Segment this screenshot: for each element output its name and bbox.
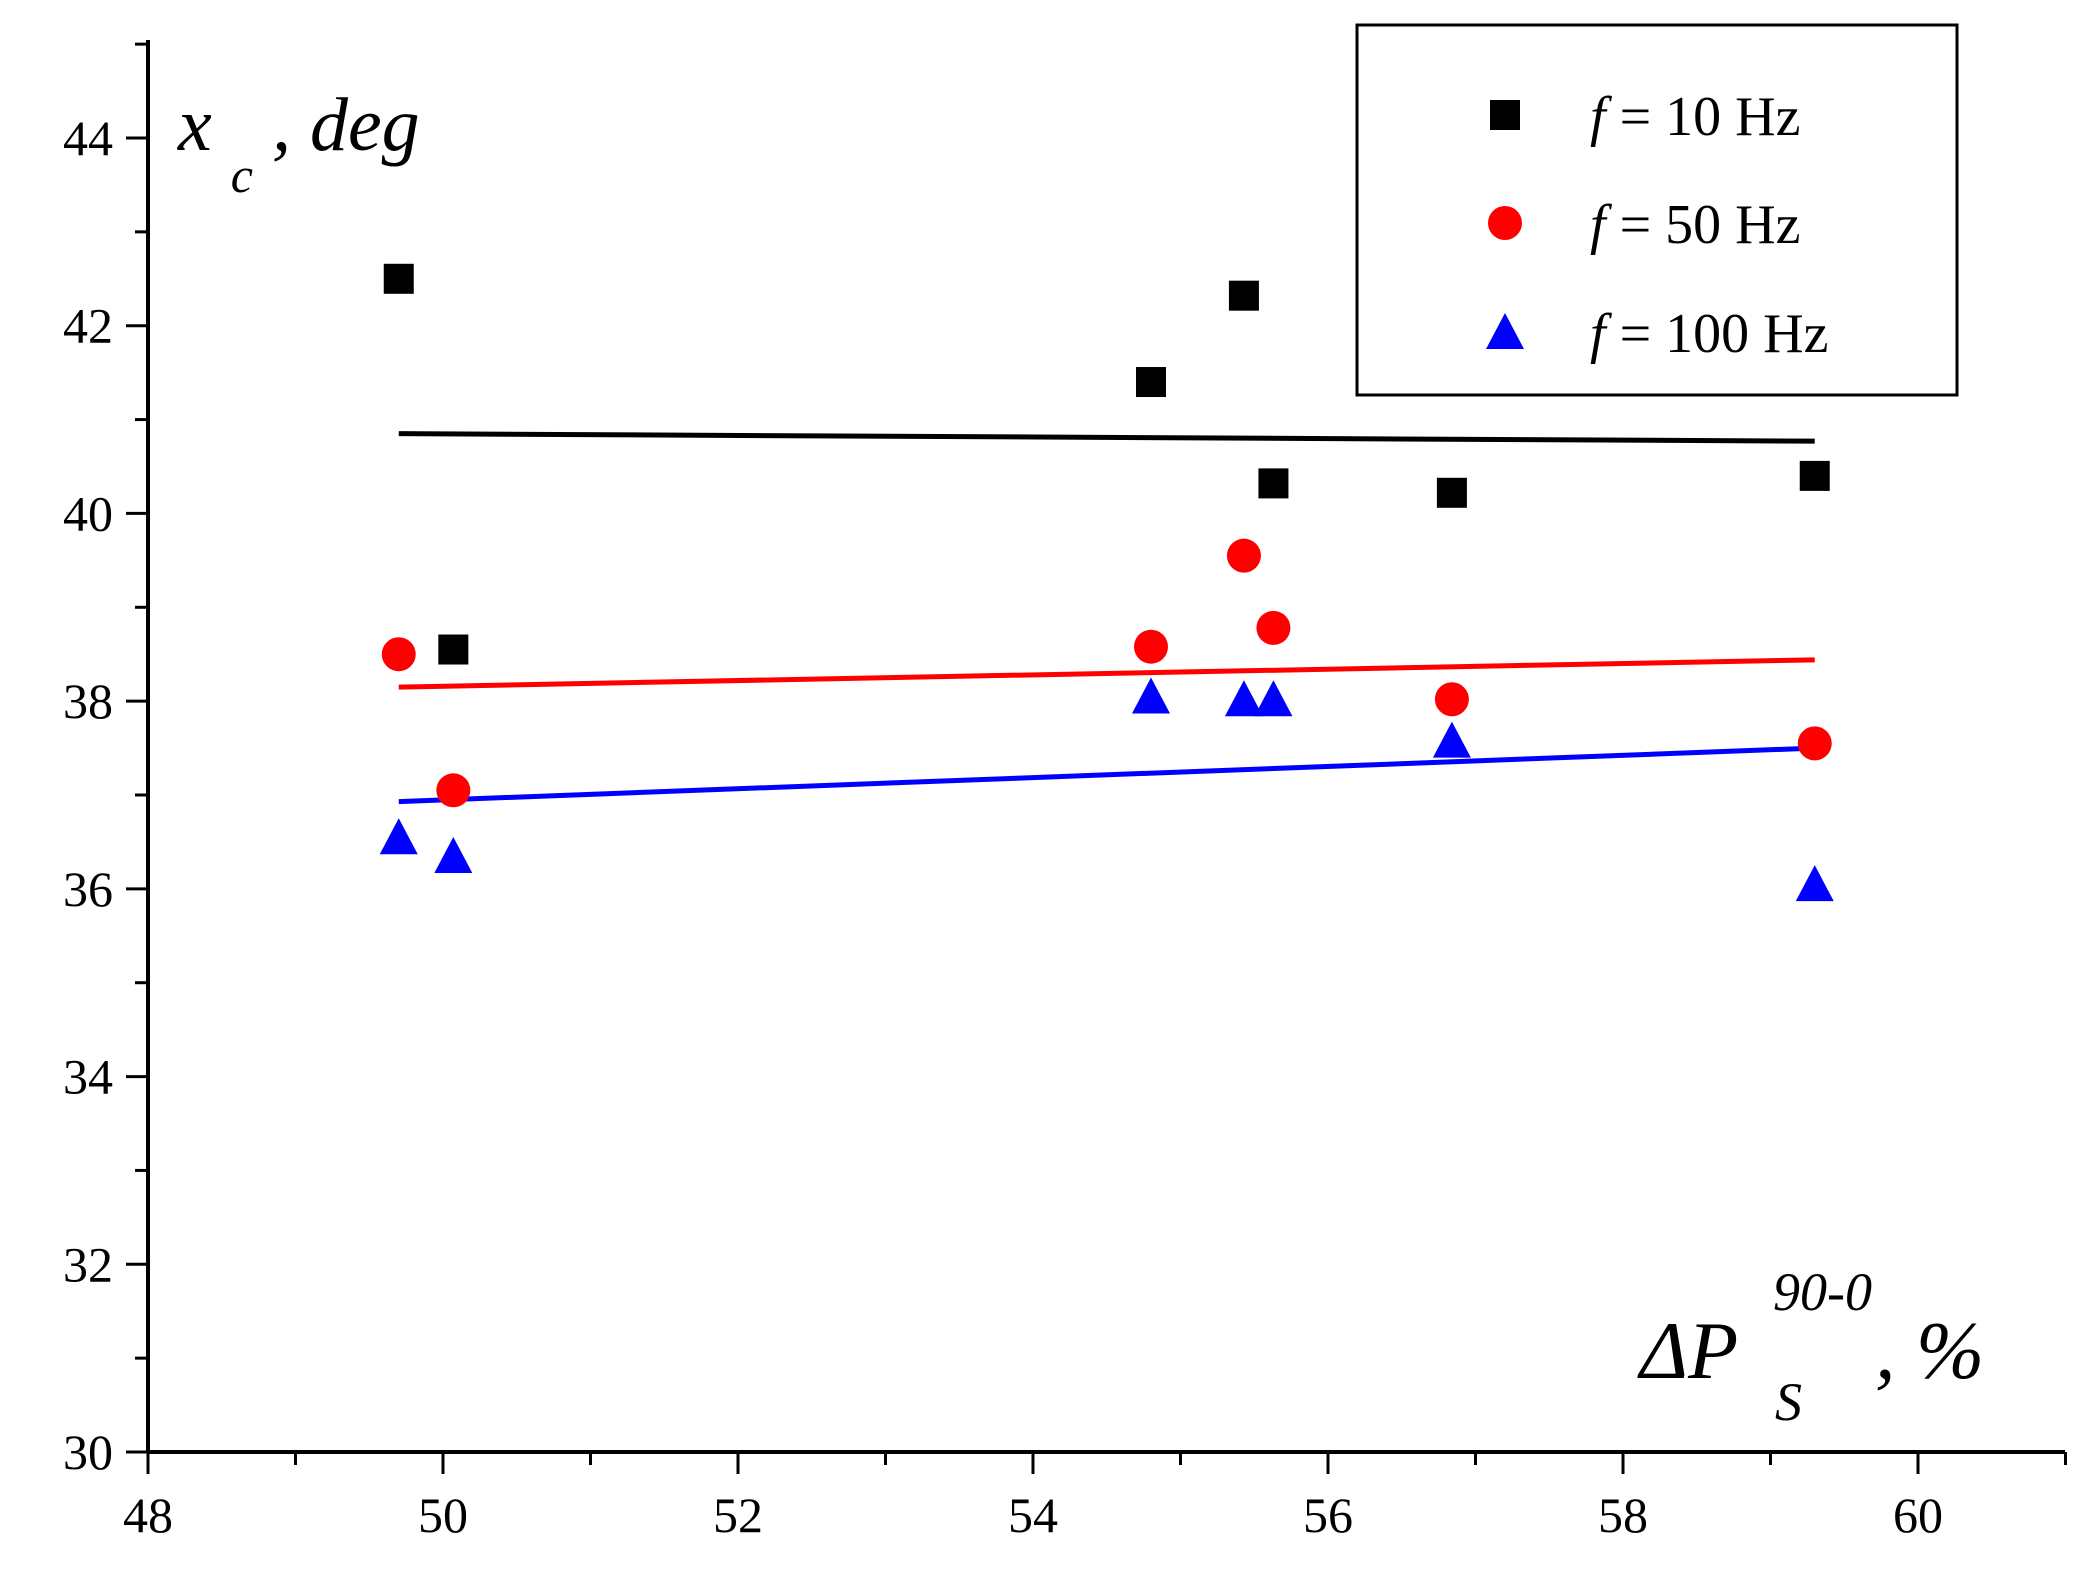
data-point-circle xyxy=(1434,682,1469,717)
data-point-square xyxy=(383,263,414,294)
data-point-circle xyxy=(1226,538,1261,573)
x-axis-title-base: ΔP xyxy=(1637,1305,1738,1396)
legend-label: f = 10 Hz xyxy=(1590,86,1800,148)
data-point-square xyxy=(1136,367,1166,398)
data-point-triangle xyxy=(1224,680,1263,717)
data-point-square xyxy=(1436,477,1467,508)
legend-box xyxy=(1355,23,1959,397)
y-tick-label: 40 xyxy=(63,485,113,541)
legend-label: f = 100 Hz xyxy=(1590,303,1828,365)
y-tick-label: 30 xyxy=(63,1424,113,1480)
data-point-circle xyxy=(1797,726,1832,761)
x-tick-label: 60 xyxy=(1893,1487,1943,1543)
legend-marker-circle xyxy=(1488,206,1522,240)
legend: f = 10 Hz f = 50 Hz f = 100 Hz xyxy=(1355,23,1959,397)
legend-label-value: = 50 Hz xyxy=(1606,194,1801,256)
fit-lines xyxy=(398,431,1815,805)
data-point-triangle xyxy=(1254,680,1293,717)
y-axis-title-subscript: c xyxy=(231,147,253,203)
y-tick-label: 42 xyxy=(63,298,113,354)
data-point-square xyxy=(438,634,469,665)
data-points xyxy=(379,263,1834,902)
x-tick-label: 54 xyxy=(1008,1487,1058,1543)
legend-marker-square xyxy=(1490,100,1520,130)
x-tick-label: 52 xyxy=(713,1487,763,1543)
x-tick-label: 48 xyxy=(123,1487,173,1543)
y-axis-title: x c , deg xyxy=(177,83,420,209)
y-tick-label: 32 xyxy=(63,1236,113,1292)
fit-line xyxy=(398,431,1815,444)
ticks: 48 50 52 54 56 58 60 30 32 34 36 38 40 42 44 xyxy=(63,42,2067,1543)
data-point-square xyxy=(1258,468,1289,499)
x-axis-title-subscript: S xyxy=(1775,1372,1802,1432)
data-point-triangle xyxy=(379,818,418,855)
data-point-circle xyxy=(1134,629,1168,664)
fit-line xyxy=(398,657,1815,690)
y-tick-label: 38 xyxy=(63,673,113,729)
data-point-triangle xyxy=(1795,865,1834,902)
data-point-triangle xyxy=(1432,721,1471,758)
x-tick-label: 56 xyxy=(1303,1487,1353,1543)
data-point-square xyxy=(1228,280,1259,311)
legend-label-value: = 100 Hz xyxy=(1606,303,1829,365)
y-axis-title-base: x xyxy=(177,83,212,167)
data-point-triangle xyxy=(1132,677,1170,714)
legend-label: f = 50 Hz xyxy=(1590,194,1800,256)
y-axis-title-suffix: , deg xyxy=(272,83,420,167)
x-axis-title: ΔP 90-0 S , % xyxy=(1637,1262,1984,1432)
x-tick-label: 50 xyxy=(418,1487,468,1543)
data-point-circle xyxy=(1256,610,1291,645)
x-axis-title-superscript: 90-0 xyxy=(1773,1262,1872,1322)
data-point-circle xyxy=(436,773,471,808)
data-point-square xyxy=(1799,460,1830,491)
data-point-circle xyxy=(381,637,416,672)
y-tick-label: 34 xyxy=(63,1049,113,1105)
y-tick-label: 36 xyxy=(63,861,113,917)
fit-line xyxy=(398,745,1815,805)
x-tick-label: 58 xyxy=(1598,1487,1648,1543)
legend-label-value: = 10 Hz xyxy=(1606,86,1801,148)
legend-marker-triangle xyxy=(1486,313,1524,349)
data-point-triangle xyxy=(434,837,473,874)
y-tick-label: 44 xyxy=(63,110,113,166)
x-axis-title-suffix: , % xyxy=(1875,1305,1984,1396)
axes xyxy=(146,40,2065,1454)
